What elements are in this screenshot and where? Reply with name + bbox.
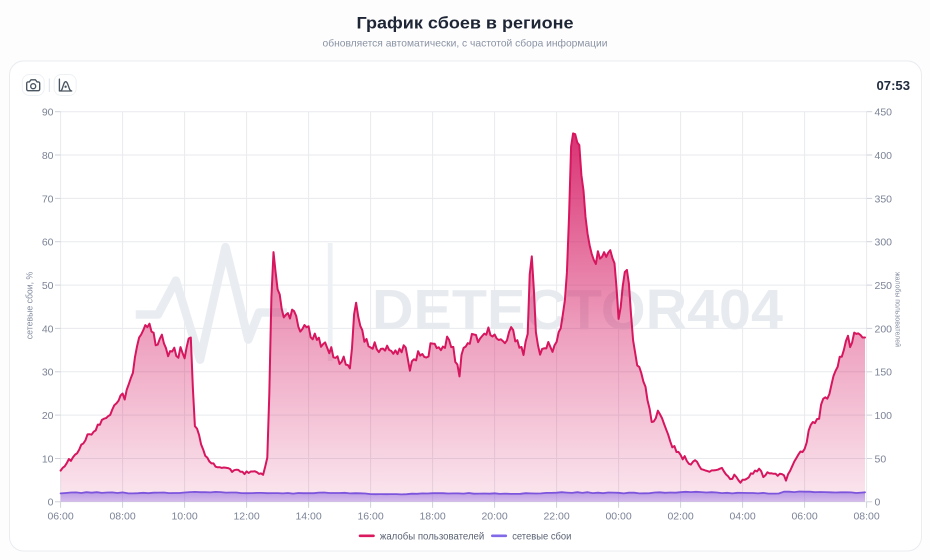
svg-text:обновляется автоматически, с ч: обновляется автоматически, с частотой сб… bbox=[323, 38, 608, 50]
svg-text:сетевые сбои, %: сетевые сбои, % bbox=[25, 272, 35, 340]
svg-text:100: 100 bbox=[875, 410, 893, 422]
svg-text:400: 400 bbox=[875, 150, 893, 162]
svg-text:0: 0 bbox=[48, 497, 54, 509]
svg-text:02:00: 02:00 bbox=[667, 511, 693, 523]
svg-text:250: 250 bbox=[875, 280, 893, 292]
svg-text:06:00: 06:00 bbox=[47, 511, 73, 523]
svg-text:50: 50 bbox=[875, 453, 887, 465]
svg-text:90: 90 bbox=[42, 107, 54, 119]
svg-text:08:00: 08:00 bbox=[853, 511, 879, 523]
svg-text:14:00: 14:00 bbox=[295, 511, 321, 523]
svg-text:350: 350 bbox=[875, 193, 893, 205]
svg-text:07:53: 07:53 bbox=[877, 78, 911, 93]
svg-text:0: 0 bbox=[875, 497, 881, 509]
svg-text:08:00: 08:00 bbox=[109, 511, 135, 523]
svg-text:22:00: 22:00 bbox=[543, 511, 569, 523]
svg-text:20: 20 bbox=[42, 410, 54, 422]
svg-text:200: 200 bbox=[875, 323, 893, 335]
svg-text:12:00: 12:00 bbox=[233, 511, 259, 523]
svg-text:жалобы пользователей: жалобы пользователей bbox=[380, 532, 484, 543]
svg-text:сетевые сбои: сетевые сбои bbox=[512, 532, 571, 543]
svg-text:20:00: 20:00 bbox=[481, 511, 507, 523]
svg-text:10: 10 bbox=[42, 453, 54, 465]
svg-text:40: 40 bbox=[42, 323, 54, 335]
svg-text:150: 150 bbox=[875, 367, 893, 379]
svg-text:График сбоев в регионе: График сбоев в регионе bbox=[357, 13, 574, 32]
svg-text:10:00: 10:00 bbox=[171, 511, 197, 523]
svg-text:16:00: 16:00 bbox=[357, 511, 383, 523]
svg-text:450: 450 bbox=[875, 107, 893, 119]
svg-text:04:00: 04:00 bbox=[729, 511, 755, 523]
svg-text:80: 80 bbox=[42, 150, 54, 162]
svg-text:60: 60 bbox=[42, 237, 54, 249]
svg-text:300: 300 bbox=[875, 237, 893, 249]
svg-text:18:00: 18:00 bbox=[419, 511, 445, 523]
svg-text:30: 30 bbox=[42, 367, 54, 379]
svg-text:70: 70 bbox=[42, 193, 54, 205]
svg-text:06:00: 06:00 bbox=[791, 511, 817, 523]
svg-text:00:00: 00:00 bbox=[605, 511, 631, 523]
svg-text:50: 50 bbox=[42, 280, 54, 292]
svg-text:жалобы пользователей: жалобы пользователей bbox=[894, 272, 903, 347]
